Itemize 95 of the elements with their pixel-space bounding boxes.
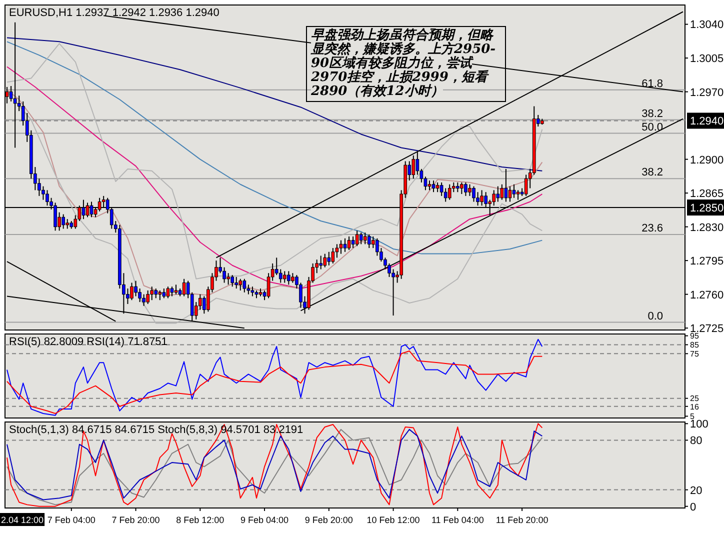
candlestick <box>355 230 359 247</box>
candlestick <box>291 272 294 284</box>
candlestick <box>250 286 254 297</box>
candlestick <box>282 270 286 284</box>
candlestick <box>428 180 432 191</box>
candlestick <box>496 186 500 202</box>
candlestick <box>13 22 17 148</box>
candlestick <box>351 236 355 249</box>
y-tick-label: 25 <box>690 394 700 404</box>
x-tick-label: 8 Feb 12:00 <box>176 515 224 525</box>
y-tick-label: 80 <box>690 435 702 448</box>
candlestick <box>500 184 504 200</box>
x-tick-label: 11 Feb 20:00 <box>496 515 548 525</box>
candlestick <box>238 278 242 291</box>
candlestick <box>327 251 331 266</box>
candlestick <box>134 280 138 297</box>
candlestick <box>339 240 343 254</box>
candlestick <box>472 186 476 202</box>
candlestick <box>154 288 158 299</box>
annotation: 0.0 <box>648 310 663 322</box>
y-tick-label: 1.2970 <box>690 86 724 99</box>
candlestick <box>278 268 282 284</box>
candlestick <box>62 214 65 230</box>
candlestick <box>448 184 452 200</box>
x-tick-label: 7 Feb 04:00 <box>47 515 96 525</box>
line-series <box>6 350 543 414</box>
candlestick <box>242 278 246 293</box>
x-tick-label: 11 Feb 04:00 <box>431 515 484 525</box>
candlestick <box>146 290 150 304</box>
candlestick <box>416 151 420 176</box>
annotation: 50.0 <box>642 121 663 134</box>
candlestick <box>319 255 323 270</box>
candlestick <box>150 286 154 301</box>
candlestick <box>444 188 448 202</box>
annotation: 23.6 <box>642 222 663 235</box>
line-series <box>6 338 543 416</box>
candlestick <box>234 276 238 290</box>
y-tick-label: 1.2760 <box>690 289 724 302</box>
y-tick-label: 0 <box>690 501 696 514</box>
y-tick-label: 1.2795 <box>690 256 724 268</box>
candlestick <box>182 278 186 297</box>
candlestick <box>432 180 436 193</box>
x-tick-label: 7 Feb 20:00 <box>112 515 160 525</box>
text: 2.04 12:00 <box>1 515 44 525</box>
candlestick <box>363 232 367 245</box>
candlestick <box>508 186 512 202</box>
candlestick <box>367 234 371 249</box>
candlestick <box>372 236 375 249</box>
y-tick-label: 16 <box>690 402 700 412</box>
y-tick-label: 1.3040 <box>690 19 724 32</box>
ref-line-label: 1.2940 <box>690 116 724 128</box>
candlestick <box>170 286 174 297</box>
candlestick <box>226 272 230 286</box>
candlestick <box>130 282 134 301</box>
candlestick <box>287 270 290 286</box>
candlestick <box>343 238 347 252</box>
annotation: 早盘强劲上扬虽符合预期，但略显突然，嫌疑诱多。上方2950-90区域有较多阻力位，尝试2970挂空，止损2999，短看2890（有效12小时） <box>311 28 496 99</box>
candlestick <box>436 182 440 193</box>
candlestick <box>512 184 516 198</box>
ref-line-label: 1.2850 <box>690 202 724 215</box>
y-tick-label: 75 <box>690 350 700 359</box>
y-tick-label: 1.2830 <box>690 222 724 234</box>
candlestick <box>412 154 416 180</box>
candlestick <box>166 286 170 299</box>
candlestick <box>126 288 130 304</box>
x-tick-label: 9 Feb 04:00 <box>240 515 289 525</box>
candlestick <box>323 253 327 268</box>
y-tick-label: 1.2900 <box>690 154 724 166</box>
annotation: 61.8 <box>642 78 663 90</box>
candlestick <box>347 236 351 250</box>
chart-title: EURUSD,H1 1.2937 1.2942 1.2936 1.2940 <box>9 7 220 19</box>
candlestick <box>66 218 70 230</box>
annotation: 38.2 <box>642 166 663 179</box>
candlestick <box>359 232 363 245</box>
x-tick-label: 9 Feb 20:00 <box>304 515 353 525</box>
candlestick <box>468 184 472 196</box>
candlestick <box>331 248 335 264</box>
y-tick-label: 20 <box>690 484 702 497</box>
y-tick-label: 1.3005 <box>690 53 724 65</box>
candlestick <box>230 274 234 288</box>
candlestick <box>516 190 520 200</box>
candlestick <box>504 168 508 202</box>
candlestick <box>174 284 178 295</box>
y-tick-label: 85 <box>690 340 700 350</box>
chart-title: RSI(5) 82.8009 RSI(14) 71.8751 <box>9 336 168 348</box>
x-tick-label: 10 Feb 12:00 <box>366 515 420 525</box>
candlestick <box>158 290 162 301</box>
candlestick <box>162 288 166 299</box>
y-tick-label: 100 <box>690 418 708 431</box>
annotation: 38.2 <box>642 108 663 120</box>
candlestick <box>388 262 391 278</box>
y-tick-label: 1.2865 <box>690 188 724 200</box>
candlestick <box>464 182 468 196</box>
candlestick <box>456 182 460 193</box>
candlestick <box>460 182 464 195</box>
